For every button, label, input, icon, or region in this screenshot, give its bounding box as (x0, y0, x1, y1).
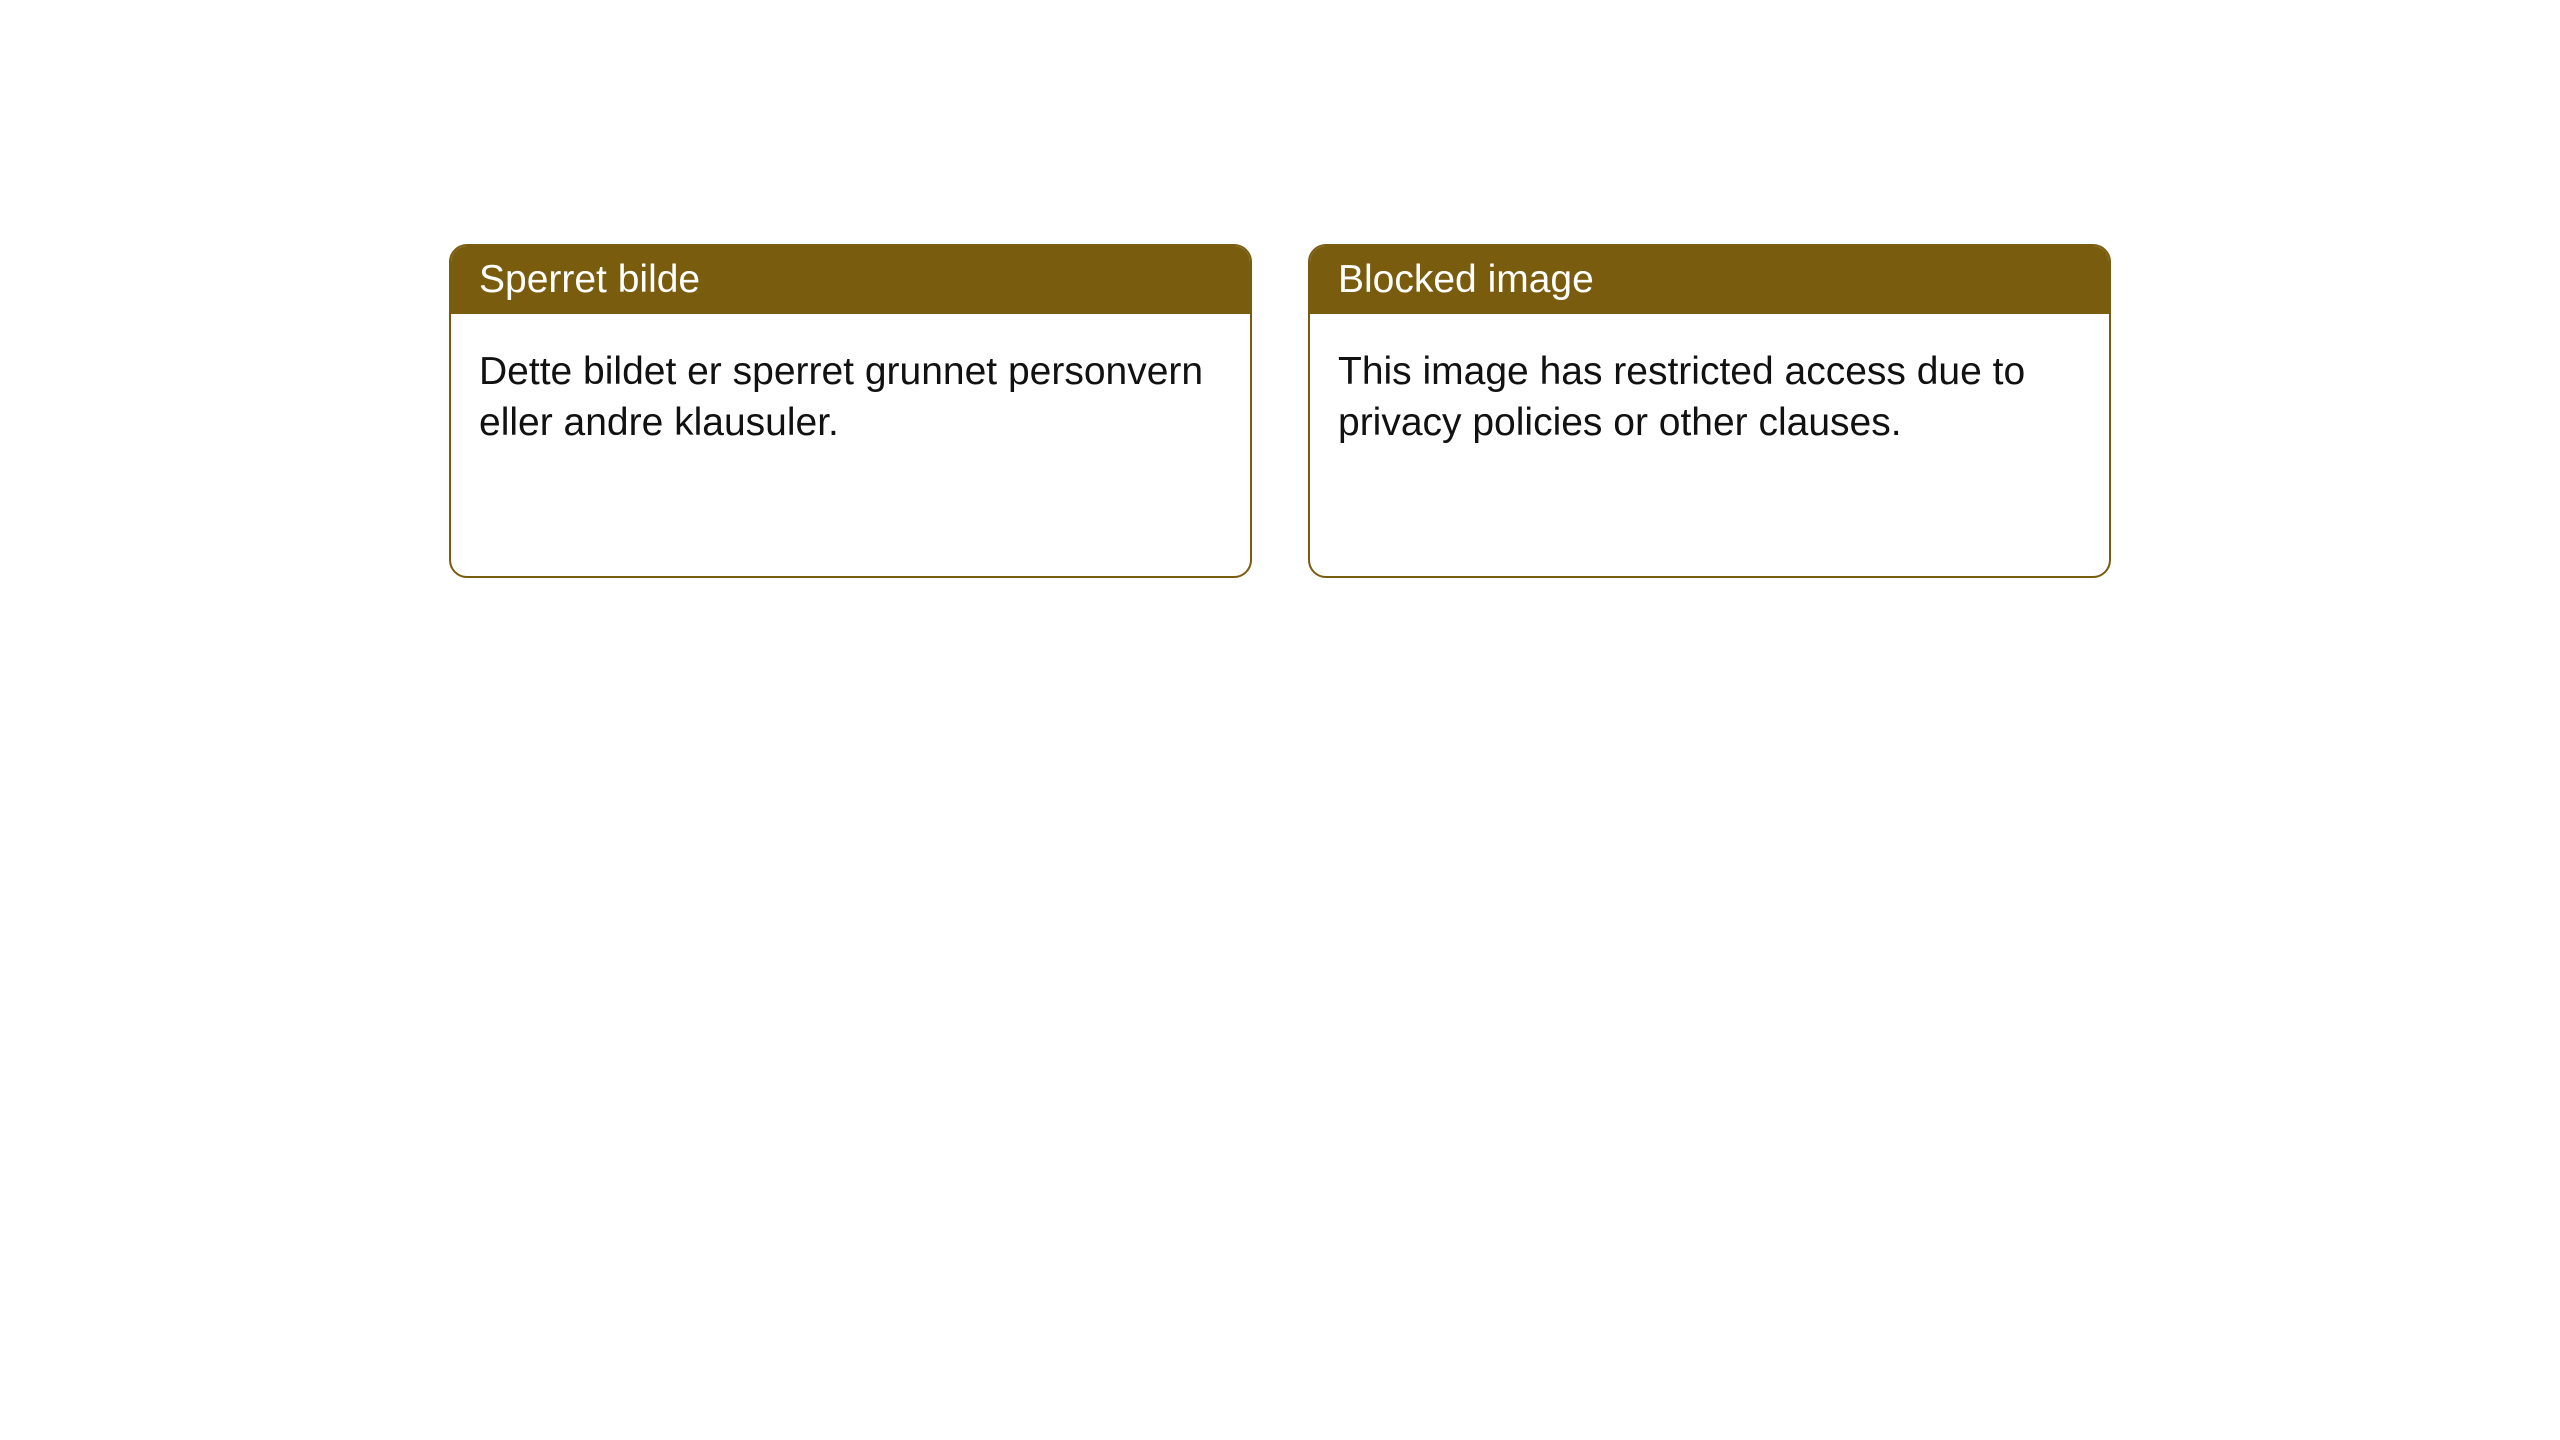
notice-body: This image has restricted access due to … (1310, 314, 2109, 481)
notice-header: Blocked image (1310, 246, 2109, 314)
notice-header: Sperret bilde (451, 246, 1250, 314)
notice-title: Sperret bilde (479, 258, 700, 301)
notice-card-norwegian: Sperret bilde Dette bildet er sperret gr… (449, 244, 1252, 578)
notice-title: Blocked image (1338, 258, 1594, 301)
notice-body: Dette bildet er sperret grunnet personve… (451, 314, 1250, 481)
notice-card-english: Blocked image This image has restricted … (1308, 244, 2111, 578)
notice-text: Dette bildet er sperret grunnet personve… (479, 350, 1203, 444)
notice-text: This image has restricted access due to … (1338, 350, 2025, 444)
notice-container: Sperret bilde Dette bildet er sperret gr… (449, 244, 2111, 578)
